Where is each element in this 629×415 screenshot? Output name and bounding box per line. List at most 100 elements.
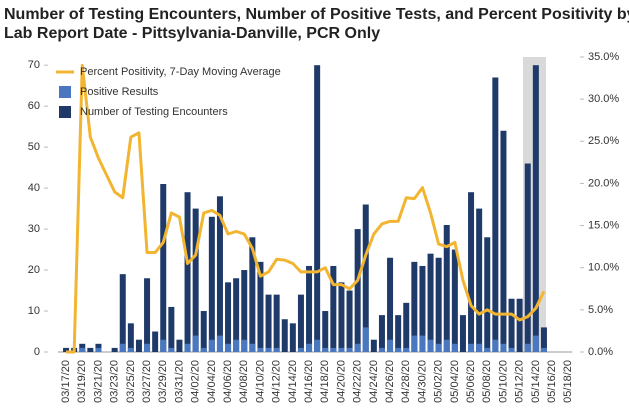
bar: [216, 335, 223, 352]
bar: [403, 302, 410, 352]
bar: [192, 335, 199, 352]
bar: [338, 347, 345, 352]
bar: [419, 335, 426, 352]
x-tick-label: 04/24/20: [368, 360, 380, 403]
x-tick-label: 04/20/20: [335, 360, 347, 403]
x-tick-label: 03/21/20: [92, 360, 104, 403]
y-tick-label: 60: [28, 100, 40, 112]
legend-swatch: [59, 86, 71, 98]
bar: [362, 204, 369, 352]
bar: [200, 347, 207, 352]
bar: [500, 130, 507, 352]
bar: [484, 347, 491, 352]
x-tick-label: 05/02/20: [433, 360, 445, 403]
bar: [119, 274, 126, 352]
x-tick-label: 04/28/20: [400, 360, 412, 403]
x-tick-label: 04/10/20: [254, 360, 266, 403]
x-tick-label: 03/29/20: [157, 360, 169, 403]
bar: [468, 192, 475, 352]
x-tick-label: 05/06/20: [465, 360, 477, 403]
x-tick-label: 04/04/20: [206, 360, 218, 403]
bar: [411, 261, 418, 352]
bar: [378, 315, 385, 352]
bar: [168, 347, 175, 352]
bar: [508, 298, 515, 352]
y2-tick-label: 30.0%: [588, 93, 619, 105]
y-tick-label: 30: [28, 223, 40, 235]
bar: [192, 208, 199, 352]
bar: [484, 237, 491, 352]
x-tick-label: 04/18/20: [319, 360, 331, 403]
bar: [492, 77, 499, 352]
bar: [411, 335, 418, 352]
bar: [273, 347, 280, 352]
bar: [476, 343, 483, 352]
legend-label: Positive Results: [80, 86, 159, 98]
x-tick-label: 04/12/20: [271, 360, 283, 403]
bar: [370, 339, 377, 352]
bar: [200, 311, 207, 352]
bar: [225, 282, 232, 352]
x-tick-label: 05/08/20: [481, 360, 493, 403]
x-tick-label: 04/30/20: [416, 360, 428, 403]
x-tick-label: 05/18/20: [562, 360, 574, 403]
y-tick-label: 40: [28, 182, 40, 194]
bar: [168, 306, 175, 352]
bar: [297, 347, 304, 352]
bar: [378, 347, 385, 352]
bar: [459, 315, 466, 352]
bar: [516, 298, 523, 352]
bar: [540, 347, 547, 352]
x-tick-label: 03/25/20: [125, 360, 137, 403]
bar: [233, 278, 240, 352]
bar: [330, 265, 337, 352]
bar: [95, 347, 102, 352]
y-tick-label: 10: [28, 305, 40, 317]
bar: [322, 347, 329, 352]
bar: [160, 339, 167, 352]
y2-tick-label: 0.0%: [588, 346, 613, 358]
x-tick-label: 04/06/20: [222, 360, 234, 403]
bar: [257, 261, 264, 352]
bar: [127, 323, 134, 352]
bar: [395, 315, 402, 352]
bar: [354, 343, 361, 352]
x-tick-label: 04/22/20: [352, 360, 364, 403]
y-tick-label: 0: [34, 346, 40, 358]
bar: [387, 257, 394, 352]
legend-swatch: [59, 106, 71, 118]
bar: [257, 347, 264, 352]
bar: [524, 343, 531, 352]
bar: [338, 282, 345, 352]
bar: [281, 319, 288, 352]
x-tick-label: 05/16/20: [546, 360, 558, 403]
bar: [354, 229, 361, 352]
y-tick-label: 50: [28, 141, 40, 153]
x-tick-label: 04/14/20: [287, 360, 299, 403]
bar: [265, 294, 272, 352]
x-tick-label: 05/14/20: [530, 360, 542, 403]
bar: [249, 237, 256, 352]
bar: [306, 343, 313, 352]
bar: [362, 327, 369, 352]
bar: [233, 339, 240, 352]
bar: [435, 343, 442, 352]
bar: [435, 257, 442, 352]
bar: [476, 208, 483, 352]
legend-label: Number of Testing Encounters: [80, 106, 228, 118]
bar: [532, 65, 539, 352]
bar: [289, 323, 296, 352]
bar: [508, 347, 515, 352]
bar: [144, 343, 151, 352]
x-tick-label: 03/31/20: [173, 360, 185, 403]
bar: [322, 311, 329, 352]
bar: [451, 343, 458, 352]
y-tick-label: 20: [28, 264, 40, 276]
bar: [451, 249, 458, 352]
bar: [395, 347, 402, 352]
bar: [225, 343, 232, 352]
bar: [144, 278, 151, 352]
bar: [87, 347, 94, 352]
bar: [241, 339, 248, 352]
y2-tick-label: 5.0%: [588, 304, 613, 316]
